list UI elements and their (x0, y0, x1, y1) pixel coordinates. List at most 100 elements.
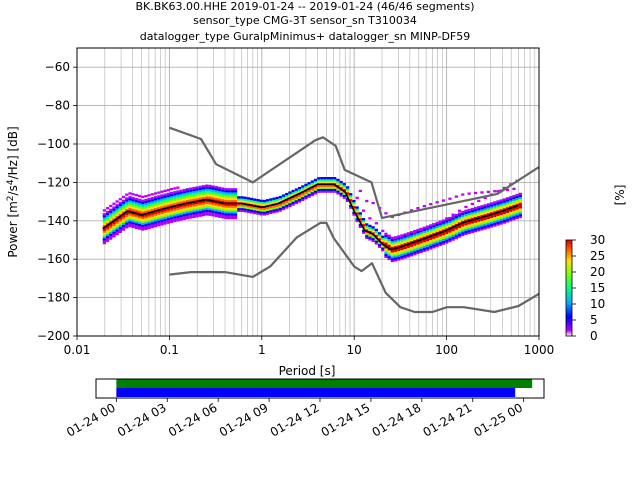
heatmap-cell (403, 252, 407, 255)
heatmap-cell (451, 223, 455, 226)
heatmap-cell (195, 203, 199, 206)
heatmap-cell (480, 220, 484, 223)
heatmap-cell (262, 211, 266, 214)
heatmap-cell (160, 198, 164, 201)
heatmap-cell (505, 202, 510, 206)
heatmap-cell (406, 237, 410, 241)
heatmap-cell (403, 240, 407, 244)
heatmap-cell (137, 204, 142, 207)
heatmap-cell (435, 231, 439, 234)
heatmap-cell (134, 215, 138, 218)
heatmap-cell (422, 247, 426, 251)
heatmap-cell (320, 190, 324, 193)
heatmap-cell (195, 193, 199, 197)
heatmap-cell (275, 210, 279, 213)
heatmap-cell (185, 211, 190, 214)
heatmap-cell (493, 222, 497, 225)
heatmap-cell (169, 199, 174, 202)
heatmap-cell (224, 201, 228, 204)
heatmap-cell (182, 200, 186, 203)
heatmap-cell (105, 226, 110, 229)
heatmap-cell (518, 204, 522, 207)
heatmap-cell (377, 234, 382, 237)
heatmap-cell (205, 209, 209, 212)
heatmap-cell (496, 219, 500, 222)
heatmap-cell (217, 213, 222, 216)
heatmap-cell (368, 217, 372, 220)
heatmap-cell (333, 188, 337, 191)
heatmap-cell (246, 204, 250, 208)
noise-model-lines (102, 126, 540, 314)
heatmap-cell (365, 227, 369, 230)
heatmap-cell (515, 193, 519, 197)
heatmap-cell (227, 192, 231, 195)
heatmap-cell (211, 202, 215, 205)
heatmap-cell (125, 218, 129, 221)
heatmap-cell (310, 193, 314, 197)
heatmap-cell (125, 197, 129, 200)
heatmap-cell (224, 189, 228, 193)
heatmap-cell (505, 214, 510, 217)
heatmap-cell (435, 223, 439, 227)
heatmap-cell (281, 207, 286, 211)
heatmap-cell (352, 211, 356, 214)
heatmap-cell (125, 222, 129, 225)
heatmap-cell (211, 206, 215, 209)
heatmap-cell (189, 195, 193, 198)
heatmap-cell (217, 186, 222, 190)
heatmap-cell (464, 228, 468, 232)
heatmap-cell (291, 201, 295, 204)
heatmap-cell (403, 233, 407, 236)
heatmap-cell (509, 203, 513, 207)
heatmap-cell (128, 203, 132, 207)
heatmap-cell (134, 203, 138, 206)
heatmap-cell (445, 220, 449, 223)
heatmap-cell (477, 211, 481, 215)
heatmap-cell (137, 227, 142, 230)
heatmap-cell (176, 217, 180, 220)
heatmap-cell (438, 228, 442, 231)
heatmap-cell (493, 205, 497, 208)
heatmap-cell (368, 228, 372, 231)
heatmap-cell (502, 186, 506, 190)
heatmap-cell (262, 209, 266, 212)
heatmap-cell (345, 193, 350, 197)
heatmap-cell (403, 254, 407, 257)
heatmap-cell (182, 192, 186, 195)
heatmap-cell (518, 194, 522, 197)
heatmap-cell (160, 217, 164, 220)
heatmap-cell (477, 199, 481, 203)
heatmap-cell (102, 234, 106, 237)
heatmap-cell (205, 192, 209, 195)
heatmap-cell (320, 177, 324, 180)
heatmap-cell (112, 216, 116, 219)
heatmap-cell (240, 209, 244, 212)
heatmap-cell (345, 190, 350, 193)
heatmap-cell (454, 234, 458, 238)
heatmap-cell (390, 250, 394, 253)
heatmap-cell (256, 202, 260, 206)
heatmap-cell (477, 229, 481, 232)
heatmap-cell (109, 235, 113, 238)
heatmap-cell (195, 188, 199, 191)
heatmap-cell (173, 194, 177, 198)
heatmap-cell (493, 224, 497, 227)
heatmap-cell (454, 195, 458, 198)
heatmap-cell (109, 237, 113, 240)
heatmap-cell (179, 210, 183, 214)
heatmap-cell (349, 193, 353, 196)
heatmap-cell (179, 197, 183, 200)
heatmap-cell (342, 196, 346, 199)
heatmap-cell (419, 246, 423, 250)
heatmap-cell (144, 204, 148, 207)
heatmap-cell (496, 223, 500, 226)
heatmap-cell (416, 249, 420, 253)
heatmap-cell (477, 221, 481, 224)
heatmap-cell (304, 193, 308, 196)
heatmap-cell (317, 186, 321, 190)
heatmap-cell (121, 218, 126, 222)
heatmap-cell (451, 221, 455, 224)
heatmap-cell (105, 218, 110, 221)
heatmap-cell (349, 198, 353, 202)
heatmap-cell (169, 218, 174, 222)
